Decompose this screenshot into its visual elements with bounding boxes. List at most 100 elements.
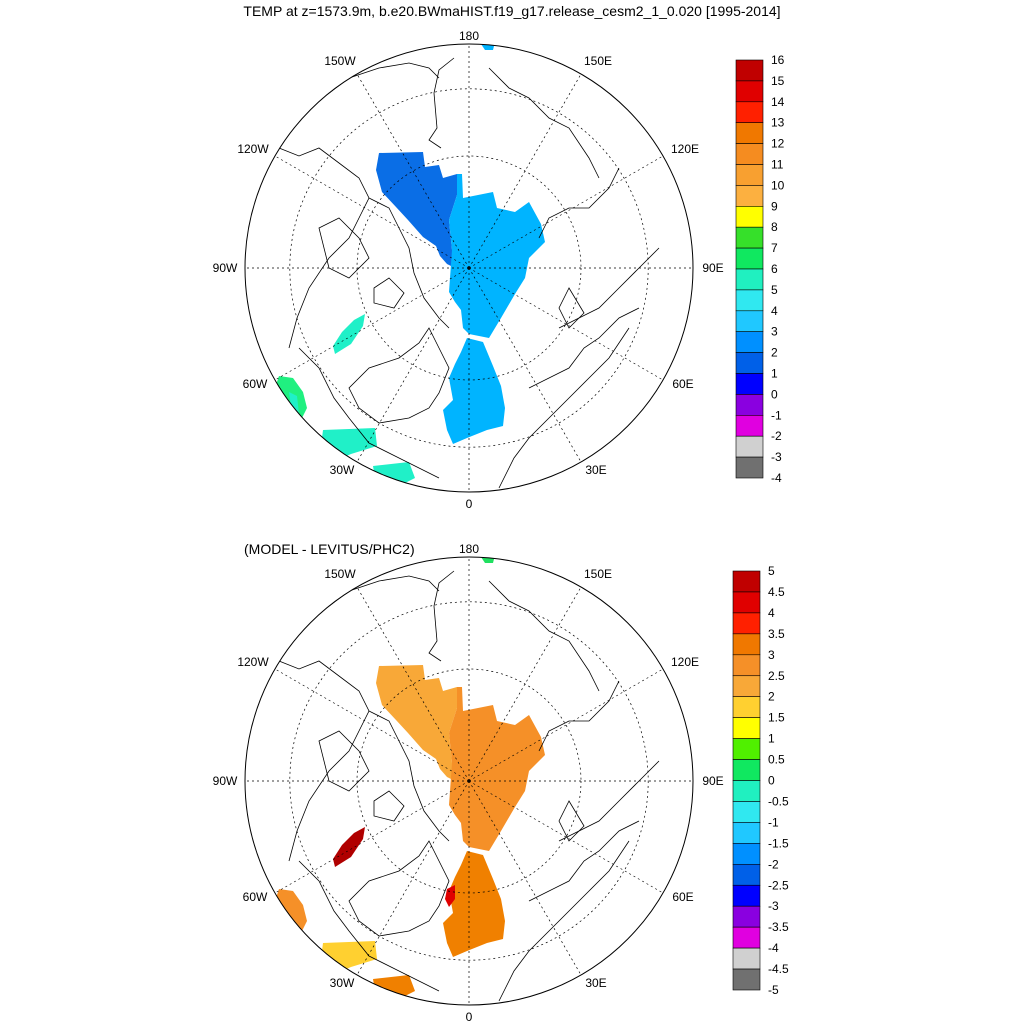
coastline <box>558 800 585 842</box>
longitude-label: 60E <box>672 377 693 391</box>
coastline <box>528 820 640 902</box>
coastline <box>488 67 600 179</box>
longitude-label: 90W <box>213 774 238 788</box>
colorbar-swatch <box>732 926 761 949</box>
region-canada-basin <box>376 665 469 785</box>
coastline <box>538 167 620 239</box>
colorbar-swatch <box>735 373 764 395</box>
longitude-label: 60W <box>243 377 268 391</box>
coastline <box>488 580 600 692</box>
coastline <box>498 327 630 489</box>
colorbar-tick-label: -3.5 <box>768 920 789 934</box>
colorbar-tick-label: 11 <box>771 158 784 172</box>
colorbar-tick-label: -1.5 <box>768 836 789 850</box>
colorbar-tick-label: 16 <box>771 53 785 67</box>
coastline <box>298 860 440 992</box>
colorbar-tick-label: 6 <box>771 262 778 276</box>
region-canada-basin <box>376 152 469 272</box>
coastline <box>428 570 455 662</box>
coastline <box>558 287 585 329</box>
longitude-label: 180 <box>459 542 479 556</box>
coastline <box>298 347 440 479</box>
map-body <box>245 557 693 1005</box>
colorbar-tick-label: 1 <box>771 367 778 381</box>
colorbar-swatch <box>732 612 761 635</box>
meridian-line <box>356 586 470 782</box>
colorbar-tick-label: -5 <box>768 983 779 997</box>
colorbar-tick-label: -4 <box>768 941 779 955</box>
coastline <box>318 217 370 279</box>
colorbar-tick-label: -3 <box>771 450 782 464</box>
coastline <box>348 840 450 937</box>
colorbar-tick-label: 2.5 <box>768 669 785 683</box>
colorbar-swatch <box>735 247 764 270</box>
latitude-circle <box>356 668 582 894</box>
colorbar-swatch <box>735 268 764 291</box>
longitude-label: 150E <box>584 567 612 581</box>
colorbar-tick-label: 14 <box>771 95 785 109</box>
colorbar-swatch <box>732 591 761 614</box>
longitude-label: 30W <box>330 976 355 990</box>
meridian-line <box>356 73 470 269</box>
region-bering-sea-edge <box>481 557 495 563</box>
colorbar-tick-label: 0 <box>768 774 775 788</box>
region-baffin-bay <box>333 827 365 867</box>
coastline <box>368 197 450 329</box>
colorbar-tick-label: -2 <box>771 429 782 443</box>
colorbar-swatch <box>732 717 761 739</box>
colorbar-swatch <box>735 80 764 103</box>
meridian-line <box>274 267 470 381</box>
coastline <box>538 680 620 752</box>
meridian-line <box>356 780 470 976</box>
coastline <box>278 660 370 862</box>
region-labrador-sea-north <box>289 392 299 414</box>
colorbar-swatch <box>735 59 764 82</box>
colorbar-swatch <box>735 456 764 479</box>
meridian-line <box>468 668 664 782</box>
region-labrador-sea-south <box>275 889 307 933</box>
colorbar-swatch <box>732 780 761 802</box>
colorbar-swatch <box>735 331 764 353</box>
map-panel-1: TEMP at z=1573.9m, b.e20.BWmaHIST.f19_g1… <box>213 3 785 511</box>
colorbar-swatch <box>732 759 761 781</box>
colorbar-swatch <box>735 164 764 186</box>
meridian-line <box>468 780 582 976</box>
colorbar-tick-label: 3 <box>771 325 778 339</box>
colorbar-swatch <box>735 101 764 124</box>
longitude-label: 60E <box>672 890 693 904</box>
colorbar-swatch <box>735 206 764 228</box>
meridian-line <box>468 155 664 269</box>
longitude-label: 0 <box>466 1010 473 1024</box>
colorbar-tick-label: 5 <box>771 283 778 297</box>
coastline <box>318 730 370 792</box>
colorbar-tick-label: 7 <box>771 241 778 255</box>
colorbar-tick-label: -3 <box>768 899 779 913</box>
longitude-label: 120W <box>237 142 269 156</box>
latitude-circle <box>289 88 649 448</box>
longitude-label: 0 <box>466 497 473 511</box>
latitude-circle <box>356 155 582 381</box>
coastline <box>558 760 660 842</box>
colorbar-tick-label: 4 <box>768 606 775 620</box>
meridian-line <box>468 267 664 381</box>
coastline <box>498 840 630 1002</box>
latitude-circle <box>289 601 649 961</box>
chart-title: (MODEL - LEVITUS/PHC2) <box>244 541 415 557</box>
coastline <box>528 307 640 389</box>
longitude-label: 150W <box>324 54 356 68</box>
longitude-label: 120E <box>671 142 699 156</box>
map-panel-2: (MODEL - LEVITUS/PHC2) 180 150E 120E 90E 60E 3… <box>213 541 789 1024</box>
colorbar-tick-label: 15 <box>771 74 785 88</box>
colorbar-tick-label: -0.5 <box>768 794 789 808</box>
meridian-line <box>356 267 470 463</box>
chart-title: TEMP at z=1573.9m, b.e20.BWmaHIST.f19_g1… <box>243 3 780 19</box>
coastline <box>373 277 405 309</box>
colorbar-swatch <box>735 414 764 437</box>
colorbar-swatch <box>732 884 761 907</box>
colorbar-tick-label: -4.5 <box>768 962 789 976</box>
longitude-label: 150E <box>584 54 612 68</box>
colorbar-swatch <box>732 863 761 886</box>
colorbar-tick-label: 9 <box>771 199 778 213</box>
